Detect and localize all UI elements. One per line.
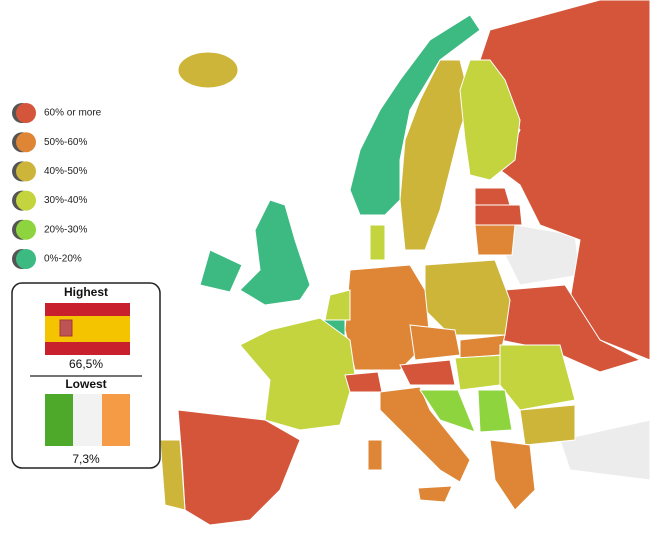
- legend-label: 30%-40%: [44, 195, 87, 206]
- legend-label: 50%-60%: [44, 137, 87, 148]
- region: [367, 439, 383, 471]
- highest-value: 66,5%: [69, 357, 103, 371]
- region: [344, 371, 383, 393]
- legend: 60% or more 50%-60% 40%-50% 30%-40% 20%-30% 0…: [12, 103, 102, 269]
- ireland-flag: [45, 394, 130, 446]
- region: [474, 187, 511, 206]
- legend-swatch: [16, 161, 36, 182]
- region: [177, 409, 301, 526]
- legend-swatch: [16, 103, 36, 123]
- region: [459, 59, 521, 181]
- region: [349, 14, 481, 216]
- region: [519, 404, 576, 446]
- region: [499, 344, 576, 411]
- region: [424, 259, 511, 336]
- lowest-value: 7,3%: [72, 452, 100, 466]
- legend-swatch: [16, 249, 36, 269]
- highest-title: Highest: [64, 285, 108, 299]
- region: [454, 354, 506, 391]
- spain-flag: [45, 303, 130, 355]
- legend-swatch: [16, 219, 36, 240]
- legend-label: 60% or more: [44, 108, 102, 119]
- region: [474, 204, 523, 226]
- legend-label: 40%-50%: [44, 166, 87, 177]
- region: [559, 419, 650, 481]
- region: [409, 324, 461, 361]
- region: [239, 317, 356, 431]
- legend-label: 0%-20%: [44, 254, 82, 265]
- region: [477, 389, 513, 433]
- region: [239, 199, 311, 306]
- region: [379, 386, 471, 483]
- region: [199, 249, 243, 293]
- lowest-title: Lowest: [65, 377, 106, 391]
- region: [474, 224, 516, 256]
- region: [159, 439, 186, 511]
- legend-label: 20%-30%: [44, 224, 87, 235]
- region: [489, 439, 536, 511]
- extremes-box: Highest 66,5% Lowest 7,3%: [11, 282, 161, 469]
- map: [159, 0, 650, 526]
- region: [499, 284, 642, 373]
- region: [177, 51, 239, 89]
- region: [419, 389, 476, 433]
- region: [399, 359, 456, 386]
- region: [459, 334, 506, 359]
- region: [417, 485, 453, 503]
- legend-swatch: [16, 190, 36, 211]
- legend-swatch: [16, 132, 36, 153]
- region: [369, 224, 386, 261]
- region: [324, 289, 351, 321]
